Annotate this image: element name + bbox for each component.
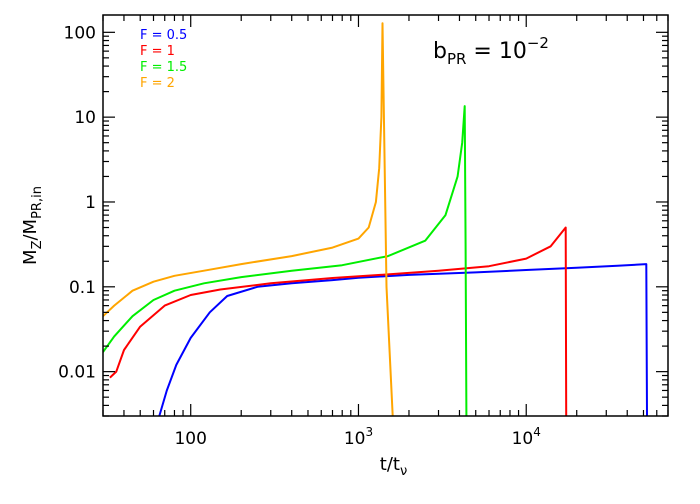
legend-entry-3: F = 1.5: [140, 60, 187, 75]
labels-group: 0.01 0.1 1 10 100 100 103 104 t/tν MZ/MPR,in F = 0…: [20, 23, 549, 479]
series-group: [103, 22, 648, 416]
x-tick-label: 103: [344, 425, 373, 449]
x-tick-label: 100: [174, 429, 206, 449]
legend-entry-1: F = 0.5: [140, 28, 187, 43]
y-axis-label: MZ/MPR,in: [20, 186, 45, 265]
series-line-1: [158, 263, 648, 416]
series-line-4: [103, 22, 394, 416]
series-line-2: [109, 226, 568, 416]
series-line-3: [103, 105, 468, 416]
x-tick-label: 104: [512, 425, 541, 449]
legend-entry-2: F = 1: [140, 44, 175, 59]
axes-group: [102, 14, 669, 417]
annotation-text: bPR = 10−2: [433, 34, 549, 68]
y-axis-label-group: MZ/MPR,in: [20, 186, 45, 265]
y-tick-label: 0.1: [69, 278, 96, 298]
y-tick-label: 1: [85, 193, 96, 213]
y-tick-label: 10: [74, 108, 96, 128]
y-tick-label: 100: [64, 23, 96, 43]
y-tick-label: 0.01: [58, 363, 96, 383]
x-axis-label: t/tν: [380, 454, 407, 479]
legend-entry-4: F = 2: [140, 76, 175, 91]
